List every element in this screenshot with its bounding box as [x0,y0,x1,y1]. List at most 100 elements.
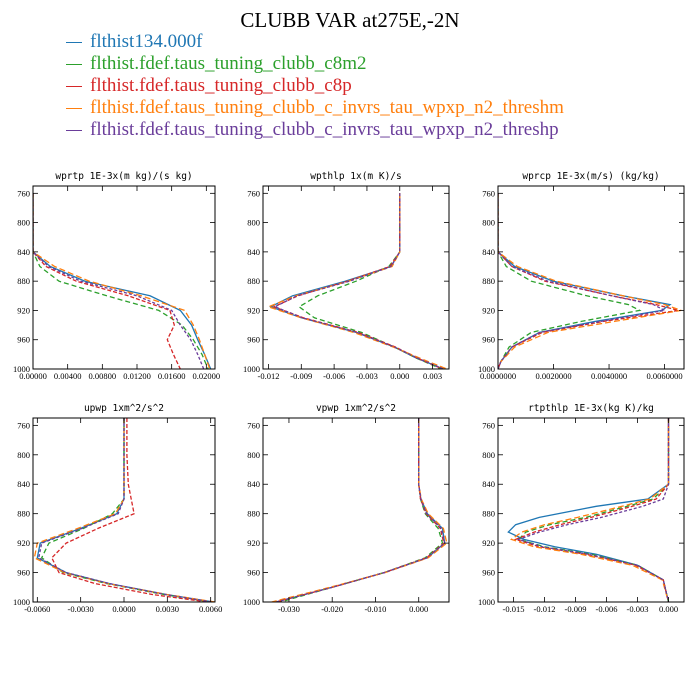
panel-title: vpwp 1xm^2/s^2 [316,403,396,414]
y-tick-label: 760 [482,188,495,198]
y-tick-label: 920 [17,305,30,315]
y-tick-label: 1000 [478,364,495,374]
y-tick-label: 960 [482,335,495,345]
y-tick-label: 800 [17,218,30,228]
legend-label: flthist134.000f [90,31,203,52]
series-line [498,193,642,369]
series-line [509,418,670,602]
x-tick-label: -0.006 [323,371,345,381]
y-tick-label: 920 [247,305,260,315]
panel: rtpthlp 1E-3x(kg K)/kg 760 800 840 880 920 960… [478,403,685,614]
legend-item: flthist.fdef.taus_tuning_clubb_c_invrs_t… [66,97,564,119]
x-tick-label: -0.020 [321,604,343,614]
x-tick-label: 0.01200 [123,371,151,381]
y-tick-label: 840 [247,247,260,257]
series-line [33,193,209,369]
legend-item: flthist.fdef.taus_tuning_clubb_c_invrs_t… [66,119,564,141]
y-tick-label: 1000 [478,597,495,607]
plot-frame [262,417,450,603]
y-tick-label: 760 [17,420,30,430]
legend-swatch [66,129,82,131]
plot-frame [262,185,450,370]
x-tick-label: 0.000 [390,371,409,381]
legend-item: flthist.fdef.taus_tuning_clubb_c8m2 [66,53,564,75]
legend-label: flthist.fdef.taus_tuning_clubb_c_invrs_t… [90,97,564,118]
series-line [513,418,670,602]
series-line [266,193,448,369]
series-line [33,193,211,369]
series-line [297,193,442,369]
panel-title: wprcp 1E-3x(m/s) (kg/kg) [522,171,659,182]
x-tick-label: 0.01600 [158,371,186,381]
y-tick-label: 760 [247,420,260,430]
panel: upwp 1xm^2/s^27608008408809209601000-0.0… [13,403,222,614]
x-tick-label: 0.0040000 [591,371,627,381]
x-tick-label: -0.0060 [24,604,50,614]
x-tick-label: -0.003 [627,604,649,614]
y-tick-label: 880 [482,509,495,519]
x-tick-label: 0.02000 [193,371,221,381]
series-line [498,193,682,369]
y-tick-label: 840 [482,479,495,489]
x-tick-label: -0.0030 [68,604,94,614]
series-line [273,193,444,369]
panel-title: wprtp 1E-3x(m kg)/(s kg) [55,171,192,182]
series-line [51,418,208,602]
legend-swatch [66,107,82,109]
y-tick-label: 1000 [243,597,260,607]
y-tick-label: 960 [482,568,495,578]
legend-swatch [66,41,82,43]
y-tick-label: 880 [247,276,260,286]
page-title: CLUBB VAR at275E,-2N [240,8,460,32]
legend-swatch [66,63,82,65]
series-line [271,418,448,602]
plot-frame [32,185,216,370]
x-tick-label: 0.0030 [156,604,179,614]
x-tick-label: 0.0000000 [480,371,516,381]
series-line [516,418,670,602]
y-tick-label: 800 [482,450,495,460]
series-line [38,418,213,602]
legend-label: flthist.fdef.taus_tuning_clubb_c8m2 [90,53,367,74]
y-tick-label: 840 [247,479,260,489]
y-tick-label: 880 [17,509,30,519]
x-tick-label: -0.009 [290,371,312,381]
panel: vpwp 1xm^2/s^2 760 800 840 880 920 960 1000 -0.0… [243,403,450,614]
y-tick-label: 840 [17,479,30,489]
series-line [507,418,670,602]
panel: wpthlp 1x(m K)/s7608008408809209601000-0… [243,171,450,381]
series-line [517,418,670,602]
y-tick-label: 1000 [13,597,30,607]
y-tick-label: 800 [247,218,260,228]
panel-title: rtpthlp 1E-3x(kg K)/kg [528,403,654,414]
legend-label: flthist.fdef.taus_tuning_clubb_c8p [90,75,352,96]
series-line [498,193,679,369]
y-tick-label: 1000 [243,364,260,374]
x-tick-label: -0.012 [257,371,279,381]
y-tick-label: 760 [247,188,260,198]
y-tick-label: 960 [17,335,30,345]
series-line [275,418,446,602]
y-tick-label: 920 [247,538,260,548]
x-tick-label: -0.003 [356,371,378,381]
y-tick-label: 1000 [13,364,30,374]
y-tick-label: 960 [17,568,30,578]
x-tick-label: 0.0020000 [535,371,571,381]
x-tick-label: 0.000 [409,604,428,614]
panel: wprtp 1E-3x(m kg)/(s kg) 760 800 840 880 920 9… [13,171,220,381]
series-line [33,418,215,602]
y-tick-label: 800 [247,450,260,460]
series-line [272,193,443,369]
plot-frame [497,417,685,603]
x-tick-label: -0.009 [565,604,587,614]
y-tick-label: 840 [17,247,30,257]
legend: flthist134.000f flthist.fdef.taus_tuning_… [66,31,564,141]
x-tick-label: 0.003 [423,371,442,381]
x-tick-label: 0.00400 [54,371,82,381]
x-tick-label: -0.010 [364,604,386,614]
legend-item: flthist.fdef.taus_tuning_clubb_c8p [66,75,564,97]
series-line [33,193,181,369]
x-tick-label: 0.0060 [199,604,222,614]
series-line [33,193,212,369]
